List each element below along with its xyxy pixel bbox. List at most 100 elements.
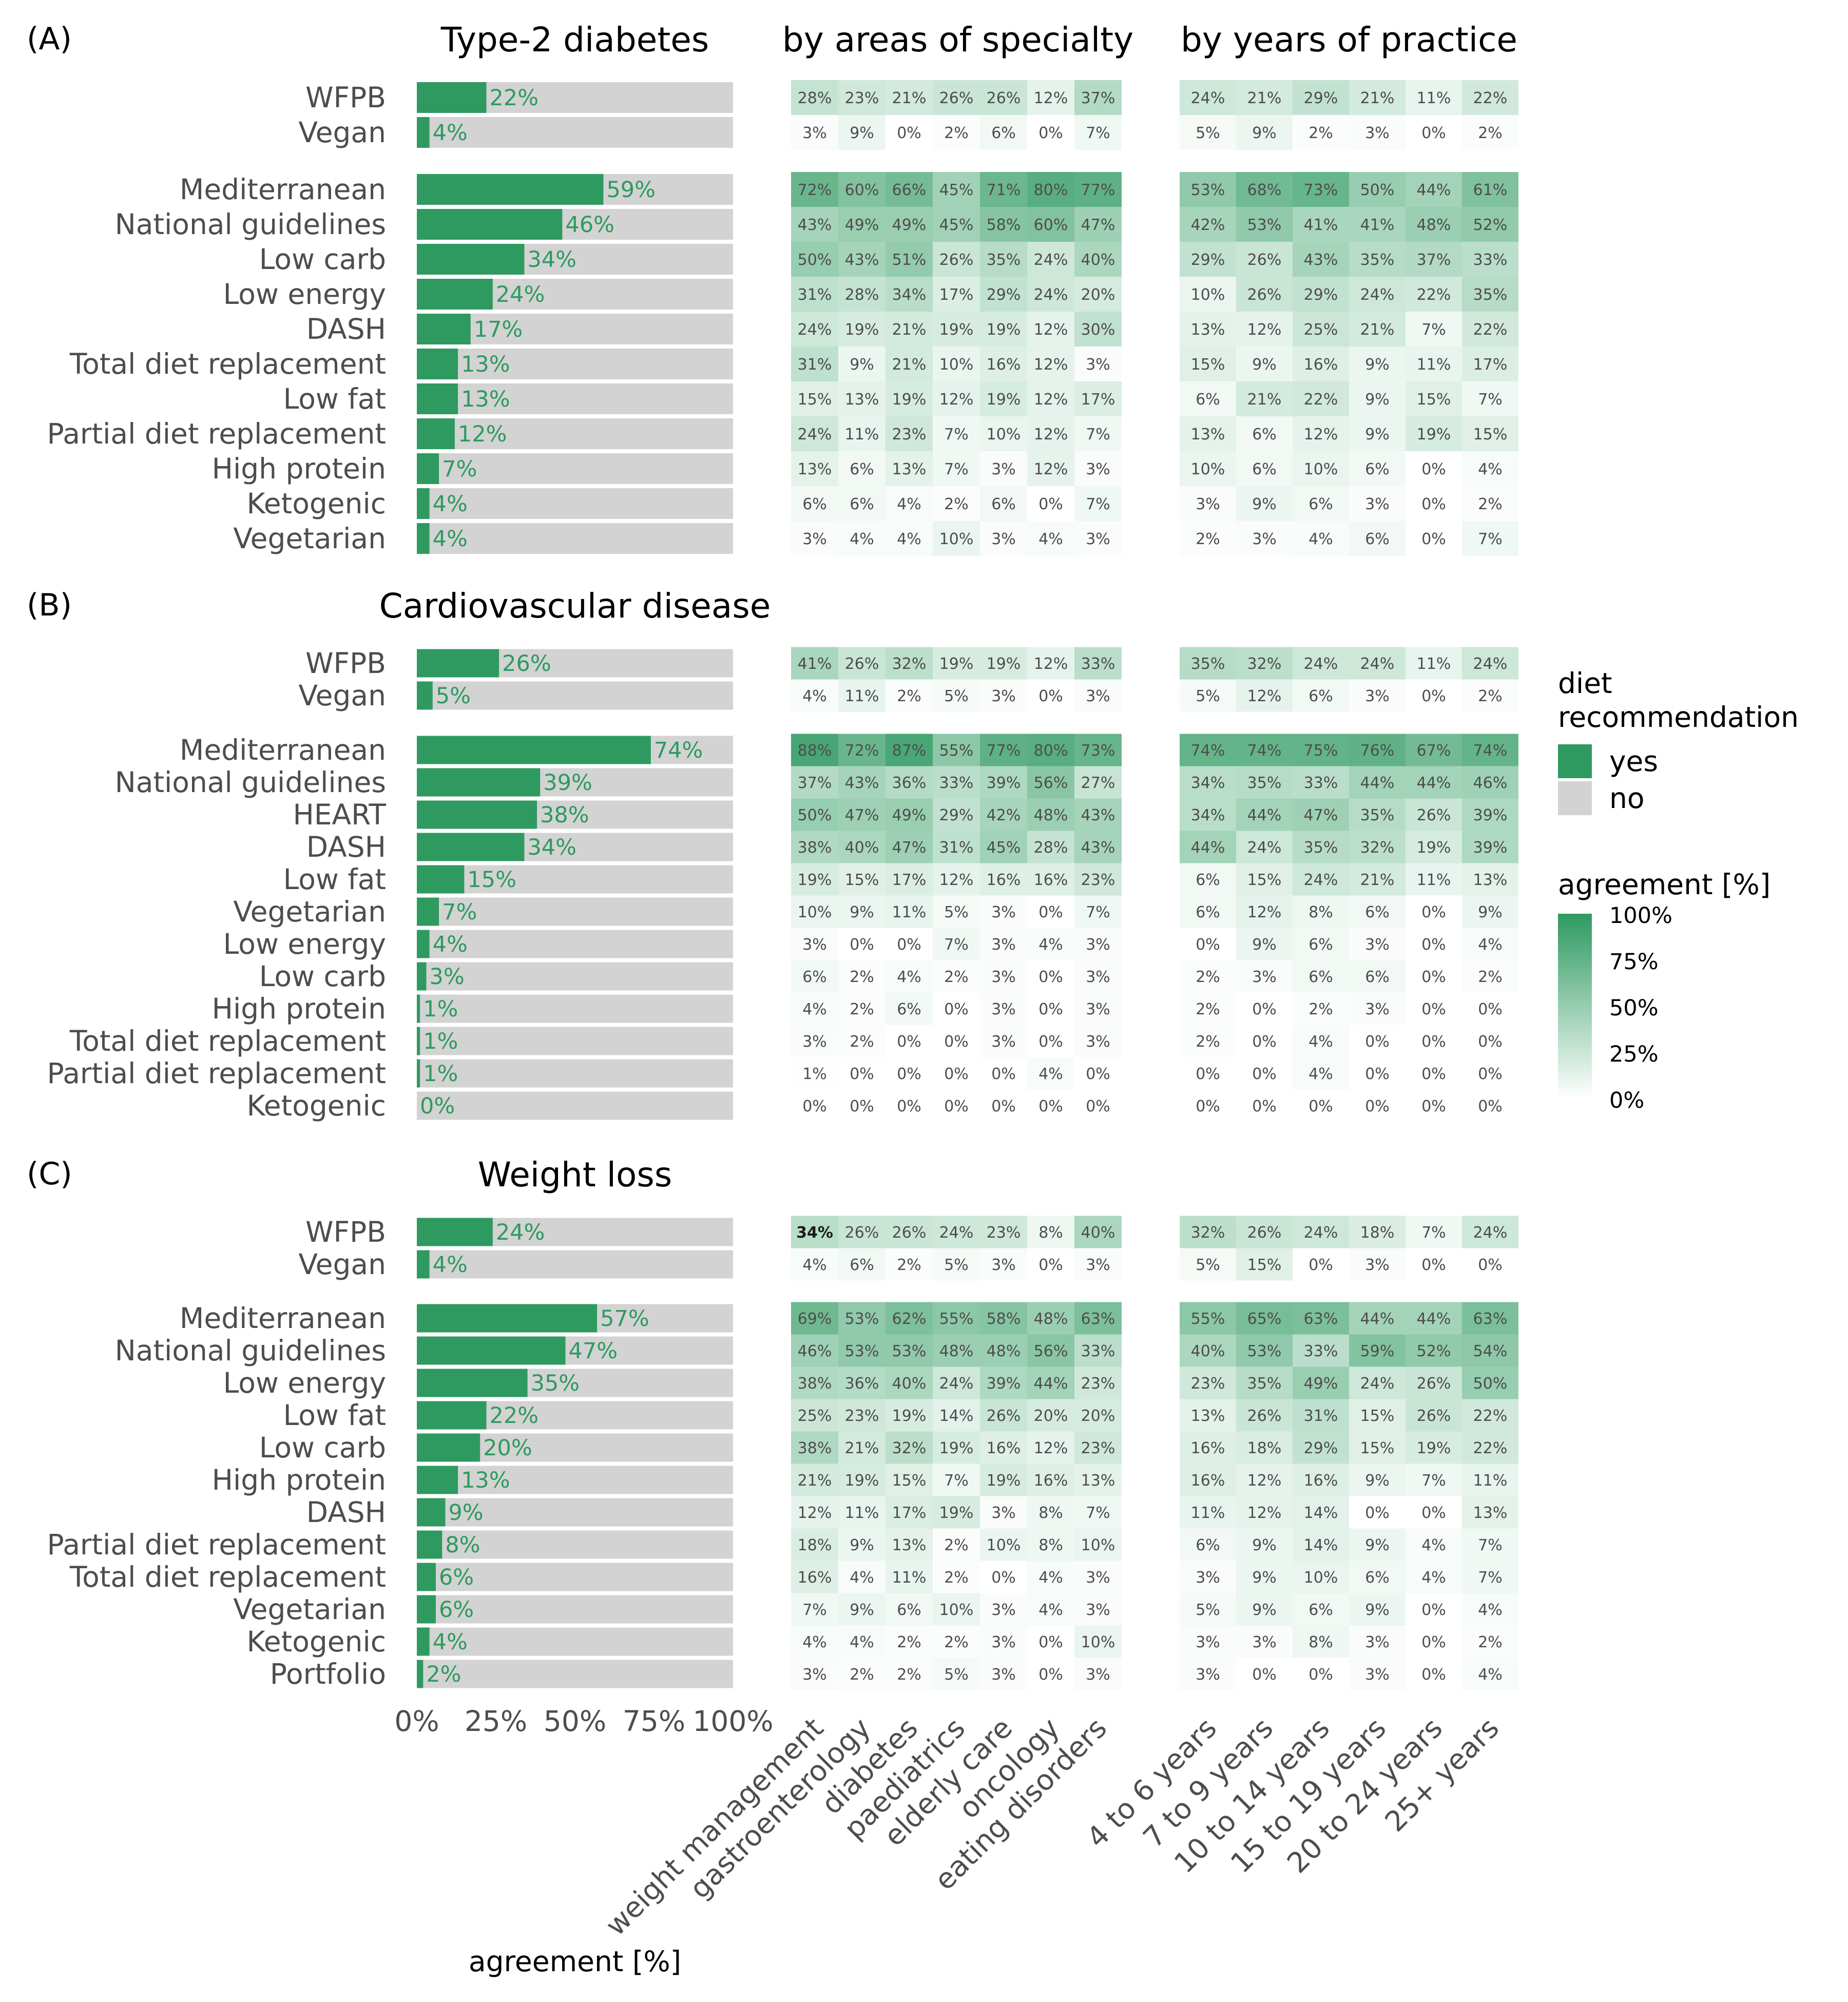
heatmap-cell-specialty xyxy=(838,1593,886,1626)
heatmap-cell-years xyxy=(1462,647,1518,680)
cell-value-years: 0% xyxy=(1421,1000,1446,1018)
cell-value-years: 22% xyxy=(1473,1439,1508,1457)
cell-value-years: 9% xyxy=(1252,356,1277,374)
cell-value-years: 15% xyxy=(1247,871,1282,889)
heatmap-cell-specialty xyxy=(791,207,838,242)
diet-row: Partial diet replacement 12% 24% 11% 23% 7% 10… xyxy=(47,416,1518,451)
cell-value-specialty: 26% xyxy=(987,89,1021,107)
diet-row: Low fat 22% 25% 23% 19% 14% 26% 20% 20% 13% 26% 31%… xyxy=(283,1399,1518,1432)
cell-value-specialty: 27% xyxy=(1081,774,1115,792)
cell-value-specialty: 13% xyxy=(892,1536,927,1554)
cell-value-years: 46% xyxy=(1473,774,1508,792)
heatmap-cell-specialty xyxy=(1027,1366,1074,1399)
heatmap-cell-specialty xyxy=(886,521,933,556)
heatmap-cell-specialty xyxy=(886,1431,933,1464)
heatmap-cell-specialty xyxy=(933,863,980,896)
heatmap-cell-years xyxy=(1406,451,1462,486)
cell-value-years: 15% xyxy=(1473,426,1508,444)
heatmap-cell-years xyxy=(1180,679,1236,712)
heatmap-cell-years xyxy=(1349,679,1406,712)
heatmap-cell-specialty xyxy=(838,766,886,799)
cell-value-specialty: 0% xyxy=(991,1098,1016,1115)
diet-label: Total diet replacement xyxy=(69,348,386,380)
heatmap-cell-specialty xyxy=(886,207,933,242)
heatmap-cell-years xyxy=(1293,115,1349,150)
cell-value-years: 24% xyxy=(1191,89,1225,107)
diet-label: Ketogenic xyxy=(246,1625,386,1658)
cell-value-specialty: 6% xyxy=(897,1000,921,1018)
bar-no xyxy=(417,1498,733,1527)
bar-no xyxy=(417,1250,733,1279)
heatmap-cell-specialty xyxy=(980,80,1027,115)
cell-value-years: 9% xyxy=(1365,356,1390,374)
cell-value-specialty: 2% xyxy=(850,968,874,986)
heatmap-cell-years xyxy=(1180,928,1236,960)
cell-value-specialty: 3% xyxy=(1086,936,1110,954)
diet-row: National guidelines 39% 37% 43% 36% 33% 39% 56%… xyxy=(115,766,1518,799)
heatmap-cell-specialty xyxy=(886,863,933,896)
heatmap-cell-years xyxy=(1406,521,1462,556)
heatmap-cell-specialty xyxy=(1074,1057,1122,1090)
heatmap-cell-years xyxy=(1236,346,1293,381)
cell-value-years: 44% xyxy=(1417,181,1451,199)
heatmap-cell-years xyxy=(1180,172,1236,207)
diet-row: DASH 34% 38% 40% 47% 31% 45% 28% 43% 44% 24% 35% 32%… xyxy=(306,831,1518,863)
cell-value-specialty: 17% xyxy=(892,1504,927,1522)
cell-value-years: 48% xyxy=(1417,216,1451,234)
cell-value-years: 9% xyxy=(1252,936,1277,954)
legend-swatch-no xyxy=(1558,781,1592,815)
diet-row: National guidelines 46% 43% 49% 49% 45% 58% 60%… xyxy=(115,207,1518,242)
cell-value-years: 9% xyxy=(1478,903,1503,921)
cell-value-years: 3% xyxy=(1365,1633,1390,1651)
diet-row: Ketogenic 4% 6% 6% 4% 2% 6% 0% 7% 3% 9% 6% 3% 0% 2% xyxy=(246,486,1518,521)
cell-value-years: 17% xyxy=(1473,356,1508,374)
diet-row: Partial diet replacement 8% 18% 9% 13% 2% 10% 8… xyxy=(47,1528,1518,1561)
cell-value-years: 6% xyxy=(1308,495,1333,513)
heatmap-cell-years xyxy=(1236,1366,1293,1399)
cell-value-specialty: 4% xyxy=(897,495,921,513)
cell-value-specialty: 32% xyxy=(892,655,927,673)
cell-value-years: 0% xyxy=(1252,1666,1277,1684)
cell-value-specialty: 2% xyxy=(897,1666,921,1684)
bar-value-label: 1% xyxy=(423,1061,458,1087)
cell-value-specialty: 4% xyxy=(1038,936,1063,954)
cell-value-years: 5% xyxy=(1196,1601,1220,1619)
heatmap-cell-years xyxy=(1236,679,1293,712)
cell-value-specialty: 0% xyxy=(802,1098,827,1115)
cell-value-specialty: 19% xyxy=(987,1472,1021,1490)
cell-value-years: 15% xyxy=(1360,1439,1395,1457)
heatmap-cell-specialty xyxy=(791,1658,838,1690)
cell-value-years: 12% xyxy=(1247,321,1282,339)
heatmap-cell-specialty xyxy=(838,381,886,416)
heatmap-cell-specialty xyxy=(886,416,933,451)
cell-value-years: 3% xyxy=(1365,687,1390,705)
cell-value-years: 2% xyxy=(1478,495,1503,513)
heatmap-cell-specialty xyxy=(838,1366,886,1399)
column-title-specialty: by areas of specialty xyxy=(782,20,1133,60)
diet-row: WFPB 22% 28% 23% 21% 26% 26% 12% 37% 24% 21% 29% 21%… xyxy=(305,80,1518,115)
cell-value-specialty: 49% xyxy=(892,216,927,234)
bar-value-label: 74% xyxy=(654,738,703,763)
diet-row: Low fat 13% 15% 13% 19% 12% 19% 12% 17% 6% 21% 22% 9… xyxy=(283,381,1518,416)
bar-value-label: 34% xyxy=(527,247,576,273)
cell-value-years: 0% xyxy=(1421,968,1446,986)
cell-value-specialty: 38% xyxy=(798,1375,832,1393)
heatmap-cell-years xyxy=(1349,647,1406,680)
cell-value-years: 0% xyxy=(1421,903,1446,921)
cell-value-specialty: 60% xyxy=(845,181,879,199)
heatmap-cell-years xyxy=(1349,1528,1406,1561)
cell-value-specialty: 0% xyxy=(1038,495,1063,513)
heatmap-cell-specialty xyxy=(933,1593,980,1626)
heatmap-cell-specialty xyxy=(838,831,886,863)
heatmap-cell-specialty xyxy=(933,647,980,680)
heatmap-cell-years xyxy=(1349,115,1406,150)
cell-value-specialty: 87% xyxy=(892,742,927,760)
cell-value-years: 10% xyxy=(1191,460,1225,478)
bar-no xyxy=(417,897,733,926)
heatmap-cell-specialty xyxy=(1074,1025,1122,1057)
heatmap-cell-years xyxy=(1349,960,1406,993)
heatmap-cell-specialty xyxy=(933,1057,980,1090)
heatmap-cell-specialty xyxy=(980,1302,1027,1335)
heatmap-cell-years xyxy=(1236,1216,1293,1248)
heatmap-cell-specialty xyxy=(1074,766,1122,799)
